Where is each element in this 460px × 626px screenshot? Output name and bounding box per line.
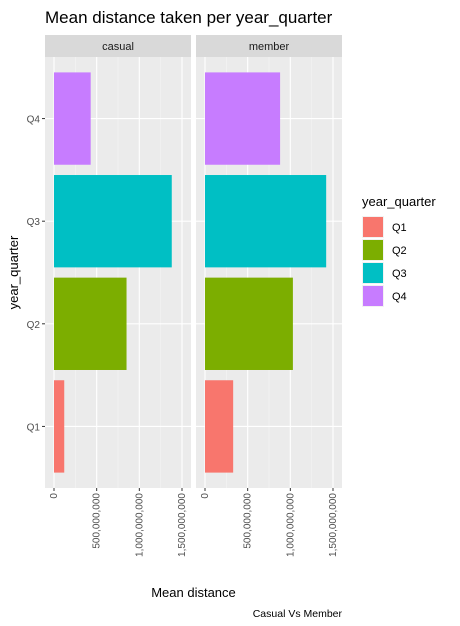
bar-member-Q2 xyxy=(205,277,293,370)
facet-label-casual: casual xyxy=(102,41,134,53)
y-axis-title: year_quarter xyxy=(6,235,21,309)
facet-strip-casual xyxy=(45,35,191,57)
x-tick-label: 1,000,000,000 xyxy=(134,493,145,557)
y-tick-label: Q2 xyxy=(27,320,41,331)
x-tick-label: 1,000,000,000 xyxy=(285,493,296,557)
chart-title: Mean distance taken per year_quarter xyxy=(45,8,333,27)
y-tick-label: Q4 xyxy=(27,115,41,126)
legend-swatch-Q3 xyxy=(363,263,383,283)
legend-swatch-Q1 xyxy=(363,217,383,237)
x-tick-label: 500,000,000 xyxy=(243,493,254,549)
bar-casual-Q3 xyxy=(54,175,172,268)
legend-title: year_quarter xyxy=(362,194,436,209)
legend-swatch-Q2 xyxy=(363,240,383,260)
legend-label-Q1: Q1 xyxy=(392,222,407,234)
bar-casual-Q1 xyxy=(54,380,65,473)
x-tick-label: 0 xyxy=(200,493,211,499)
legend-label-Q4: Q4 xyxy=(392,291,407,303)
facet-label-member: member xyxy=(249,41,290,53)
bar-member-Q1 xyxy=(205,380,234,473)
legend-label-Q2: Q2 xyxy=(392,245,407,257)
bar-casual-Q4 xyxy=(54,72,91,165)
y-tick-label: Q3 xyxy=(27,217,41,228)
x-tick-label: 500,000,000 xyxy=(92,493,103,549)
legend-label-Q3: Q3 xyxy=(392,268,407,280)
bar-casual-Q2 xyxy=(54,277,127,370)
chart-caption: Casual Vs Member xyxy=(253,608,343,620)
x-tick-label: 0 xyxy=(49,493,60,499)
x-axis-title: Mean distance xyxy=(151,585,236,600)
y-tick-label: Q1 xyxy=(27,422,41,433)
facet-strip-member xyxy=(196,35,342,57)
x-tick-label: 1,500,000,000 xyxy=(328,493,339,557)
bar-member-Q4 xyxy=(205,72,281,165)
legend-swatch-Q4 xyxy=(363,286,383,306)
x-tick-label: 1,500,000,000 xyxy=(177,493,188,557)
bar-member-Q3 xyxy=(205,175,327,268)
